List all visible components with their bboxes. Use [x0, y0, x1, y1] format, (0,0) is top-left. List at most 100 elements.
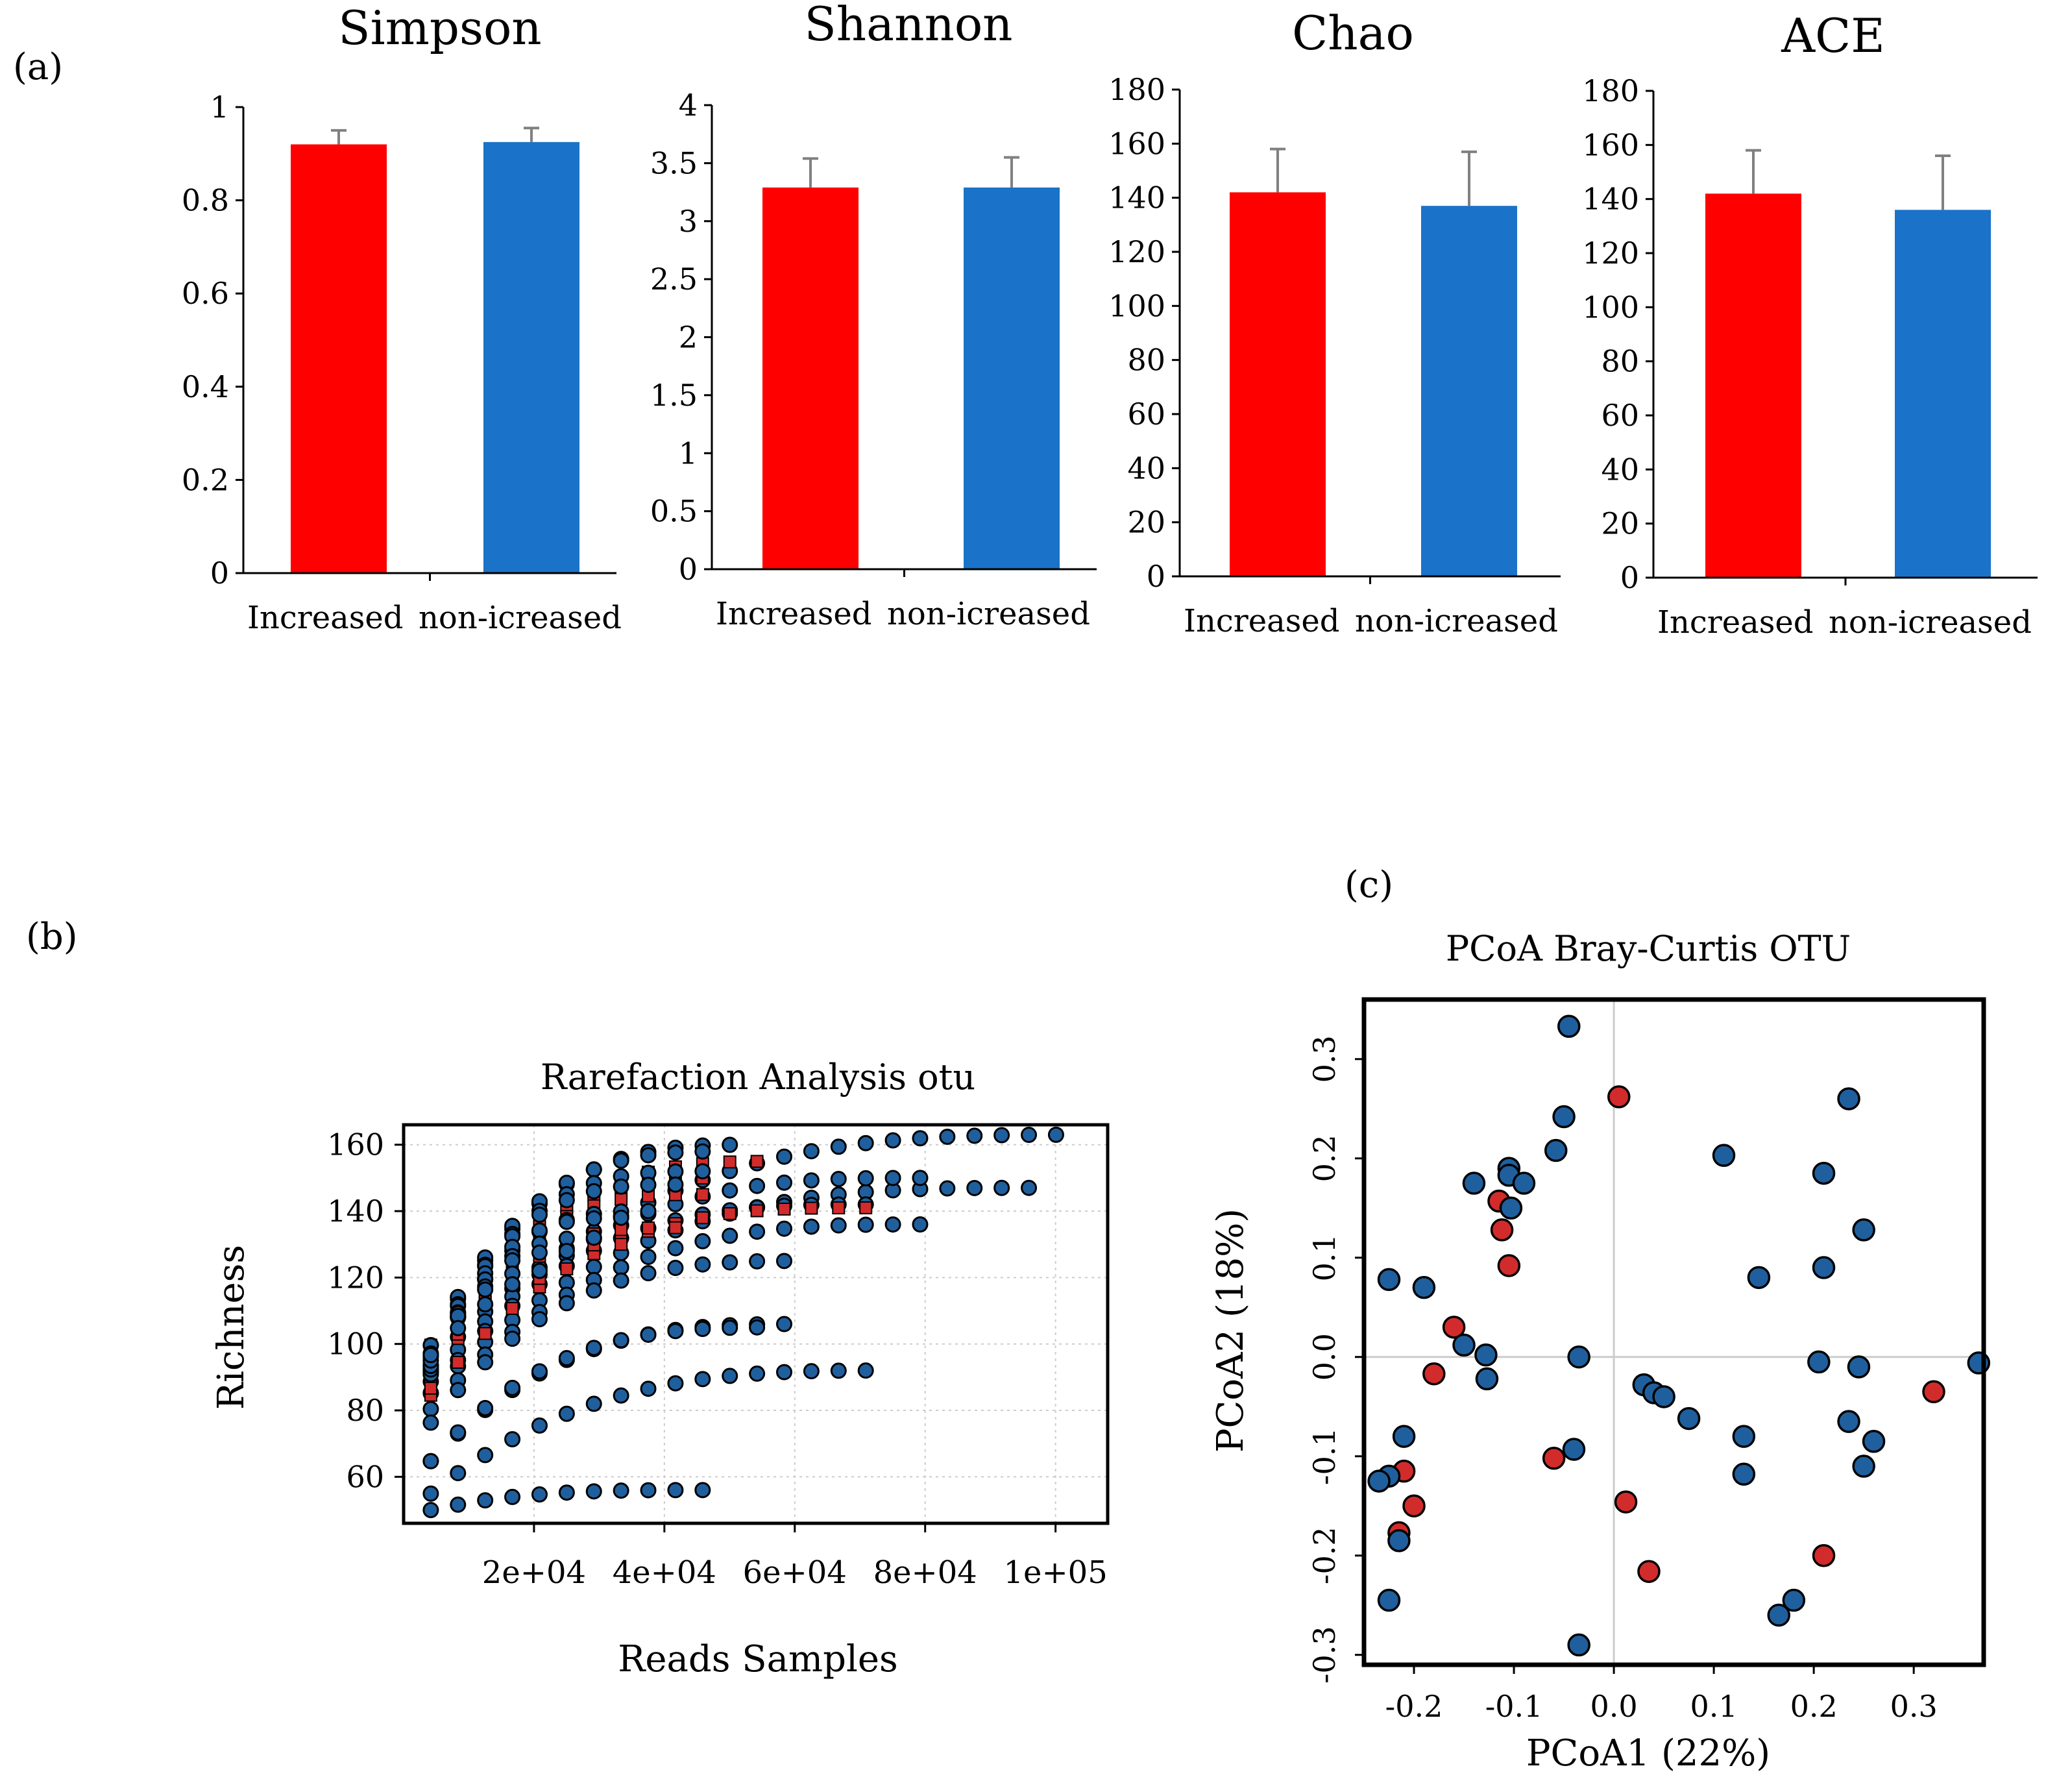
scatter-point	[1712, 1144, 1736, 1167]
rarefaction-point	[558, 1350, 575, 1367]
y-tick-label: 0.5	[650, 494, 698, 529]
rarefaction-point	[585, 1282, 602, 1299]
rarefaction-point	[1021, 1179, 1038, 1196]
chart-title: Shannon	[804, 0, 1012, 51]
rarefaction-point	[830, 1138, 847, 1155]
scatter-point	[1377, 1268, 1401, 1292]
rarefaction-point	[585, 1483, 602, 1500]
y-tick-label: 80	[346, 1393, 384, 1428]
scatter-point	[1387, 1529, 1411, 1553]
rarefaction-point	[668, 1221, 682, 1234]
scatter-point	[1475, 1367, 1499, 1391]
y-tick-label: 0	[210, 556, 229, 591]
y-tick-label: 3.5	[650, 145, 698, 180]
scatter-point	[1567, 1633, 1590, 1657]
rarefaction-point	[694, 1320, 711, 1337]
alpha-diversity-bar-charts: Simpson Increased non-icreased 0 0.2 0.4 0.6 0.…	[182, 0, 2038, 641]
rarefaction-point	[803, 1143, 820, 1160]
rarefaction-point	[667, 1144, 684, 1161]
rarefaction-point	[585, 1183, 602, 1199]
scatter-point	[1392, 1425, 1416, 1448]
y-tick-label: 180	[1582, 73, 1639, 108]
rarefaction-point	[585, 1395, 602, 1412]
rarefaction-point	[558, 1405, 575, 1422]
rarefaction-point	[776, 1364, 793, 1381]
y-tick-label: 80	[1127, 343, 1165, 378]
y-tick-label: 0	[679, 552, 698, 587]
scatter-point	[1847, 1355, 1871, 1379]
rarefaction-point	[696, 1188, 709, 1201]
bar-chart-shannon: Shannon Increased non-icreased 0 0.5 1 1.5 2 2.5…	[650, 0, 1097, 632]
rarefaction-point	[504, 1276, 521, 1293]
y-tick-label: 1.5	[650, 378, 698, 413]
bar-non-increased	[964, 187, 1060, 570]
rarefaction-point	[477, 1447, 494, 1464]
rarefaction-point	[667, 1482, 684, 1499]
x-tick-label: 0.2	[1790, 1689, 1838, 1724]
y-tick-label: 0.6	[182, 276, 229, 311]
y-tick-label: 60	[346, 1459, 384, 1494]
rarefaction-point	[558, 1484, 575, 1501]
y-tick-label: 0.2	[1307, 1135, 1342, 1182]
rarefaction-point	[504, 1488, 521, 1505]
rarefaction-point	[531, 1262, 548, 1279]
y-tick-label: 1	[679, 436, 698, 471]
rarefaction-curve	[422, 1482, 711, 1519]
bar-non-increased	[483, 141, 579, 574]
rarefaction-point	[857, 1170, 874, 1186]
y-tick-label: 2	[679, 320, 698, 355]
rarefaction-point	[830, 1171, 847, 1188]
scatter-point	[1862, 1430, 1886, 1453]
y-tick-label: 40	[1127, 450, 1165, 485]
rarefaction-point	[640, 1381, 657, 1397]
y-tick-label: 0	[1147, 559, 1165, 594]
rarefaction-point	[640, 1147, 657, 1164]
scatter-point	[1837, 1410, 1860, 1433]
bar-chart-simpson: Simpson Increased non-icreased 0 0.2 0.4 0.6 0.…	[182, 1, 622, 636]
rarefaction-point	[667, 1375, 684, 1392]
y-tick-label: 2.5	[650, 262, 698, 297]
bar-increased	[762, 187, 859, 570]
rarefaction-point	[1047, 1126, 1064, 1143]
y-tick-label: -0.2	[1307, 1527, 1342, 1584]
rarefaction-point	[422, 1401, 439, 1418]
rarefaction-point	[912, 1170, 929, 1186]
y-tick-label: 0.8	[182, 183, 229, 218]
scatter-point	[1412, 1275, 1436, 1299]
rarefaction-point	[776, 1148, 793, 1165]
y-tick-label: 160	[327, 1127, 384, 1162]
y-tick-label: 0.4	[182, 369, 229, 404]
chart-title: PCoA Bray-Curtis OTU	[1446, 928, 1851, 969]
rarefaction-point	[613, 1178, 629, 1195]
scatter-point	[1542, 1447, 1566, 1470]
rarefaction-point	[640, 1203, 657, 1220]
rarefaction-curve	[422, 1253, 793, 1431]
rarefaction-point	[966, 1127, 983, 1144]
rarefaction-point	[830, 1217, 847, 1234]
scatter-point	[1490, 1218, 1514, 1242]
rarefaction-point	[667, 1176, 684, 1193]
rarefaction-point	[857, 1135, 874, 1151]
rarefaction-point	[750, 1204, 764, 1218]
rarefaction-point	[640, 1177, 657, 1194]
chart-title: Rarefaction Analysis otu	[541, 1057, 975, 1098]
rarefaction-point	[531, 1207, 548, 1223]
rarefaction-point	[640, 1248, 657, 1265]
scatter-point	[1852, 1454, 1875, 1478]
scatter-point	[1452, 1333, 1476, 1357]
rarefaction-point	[912, 1130, 929, 1147]
scatter-point	[1732, 1425, 1756, 1448]
y-tick-label: 160	[1108, 126, 1165, 161]
scatter-point	[1607, 1085, 1631, 1109]
rarefaction-point	[422, 1414, 439, 1431]
rarefaction-point	[694, 1143, 711, 1160]
rarefaction-point	[558, 1295, 575, 1312]
y-tick-label: 180	[1108, 72, 1165, 107]
rarefaction-point	[422, 1453, 439, 1469]
x-tick-label: 0.0	[1590, 1689, 1638, 1724]
scatter-point	[1442, 1316, 1466, 1339]
rarefaction-point	[723, 1207, 737, 1220]
rarefaction-curve	[422, 1319, 766, 1469]
rarefaction-point	[722, 1368, 738, 1384]
rarefaction-point	[667, 1260, 684, 1277]
